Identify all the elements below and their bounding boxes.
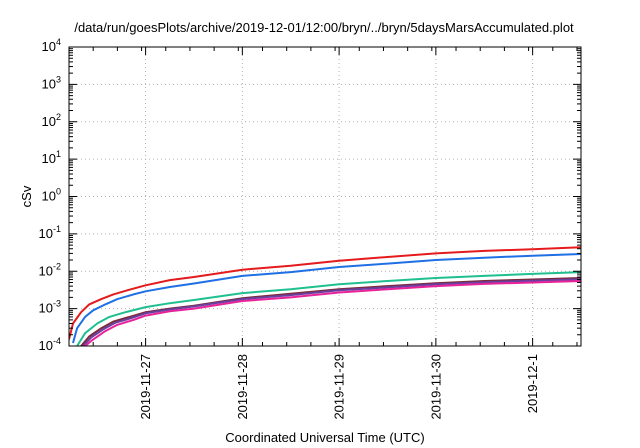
x-tick-label: 2019-11-29 — [332, 354, 347, 420]
series-line-1 — [69, 246, 581, 340]
chart-title: /data/run/goesPlots/archive/2019-12-01/1… — [74, 20, 574, 35]
y-tick-label: 10-1 — [39, 224, 61, 241]
y-tick-label: 100 — [42, 187, 61, 204]
x-tick-labels: 2019-11-27 2019-11-28 2019-11-29 2019-11-30… — [138, 354, 540, 420]
series-line-3 — [76, 271, 581, 346]
y-tick-label: 10-2 — [39, 261, 61, 278]
grid — [69, 47, 581, 346]
y-tick-label: 104 — [42, 37, 61, 54]
y-tick-label: 10-4 — [39, 336, 61, 353]
x-tick-label: 2019-11-27 — [138, 354, 153, 420]
x-tick-label: 2019-11-30 — [428, 354, 443, 420]
y-tick-label: 103 — [42, 74, 61, 91]
x-tick-label: 2019-12-1 — [525, 354, 540, 413]
y-tick-label: 102 — [42, 112, 61, 129]
series-line-2 — [72, 253, 581, 344]
x-tick-label: 2019-11-28 — [235, 354, 250, 420]
y-tick-label: 101 — [42, 149, 61, 166]
y-tick-labels: 10-4 10-3 10-2 10-1 100 101 102 103 104 — [39, 37, 61, 353]
y-tick-label: 10-3 — [39, 299, 61, 316]
x-axis-label: Coordinated Universal Time (UTC) — [225, 430, 424, 445]
series-lines — [69, 246, 581, 346]
series-line-5 — [82, 278, 581, 346]
axis-ticks — [68, 46, 581, 347]
series-line-6 — [84, 280, 581, 346]
y-axis-label: cSv — [19, 185, 34, 207]
